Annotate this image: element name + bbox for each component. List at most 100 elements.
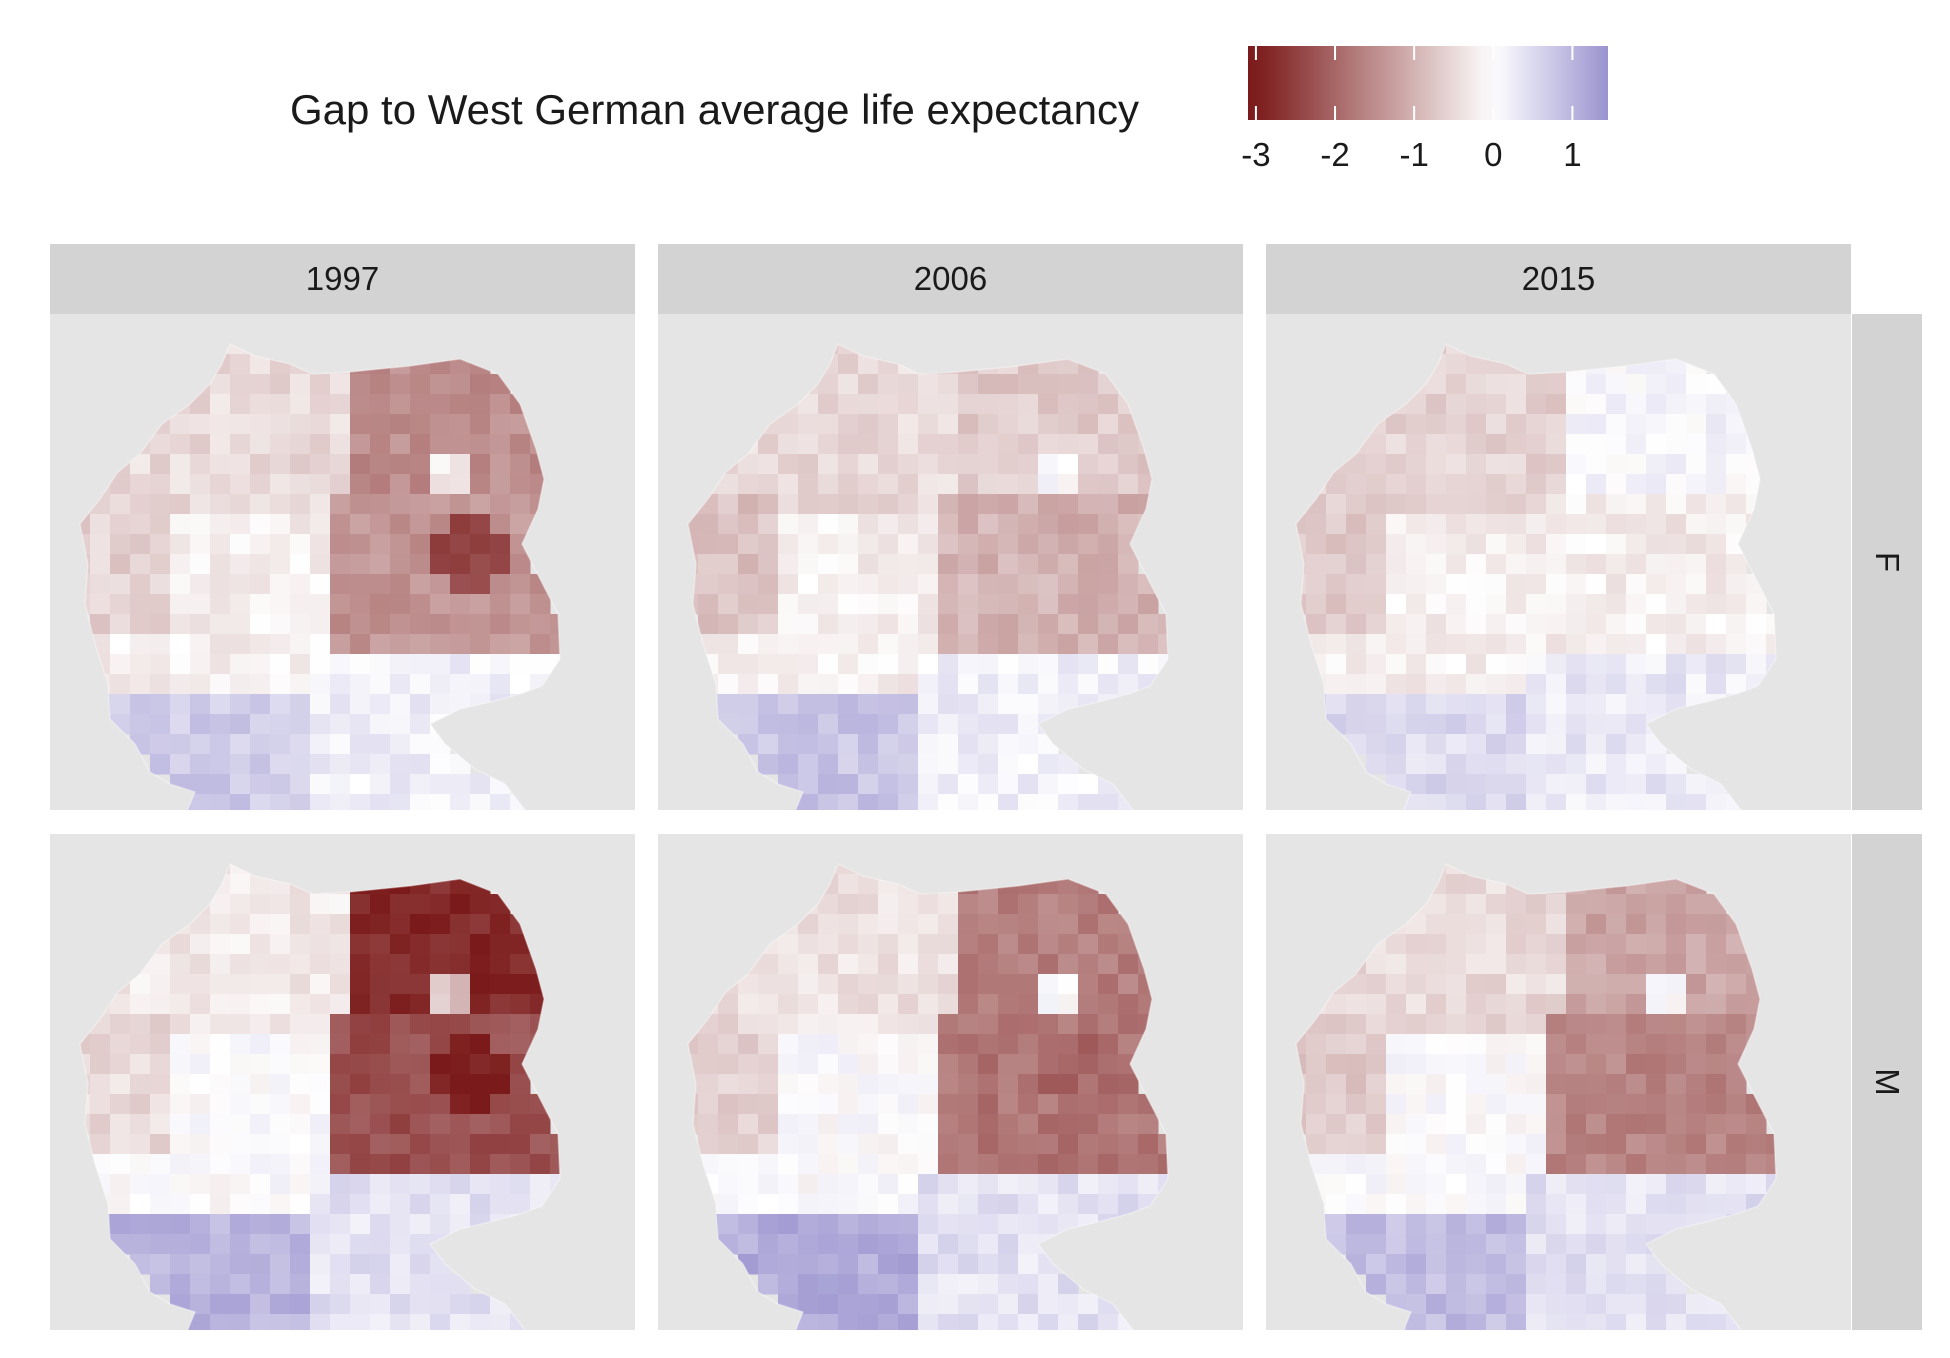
district-cell <box>1706 1014 1727 1035</box>
district-cell <box>1706 1094 1727 1115</box>
district-cell <box>1446 494 1467 515</box>
district-cell <box>230 1014 251 1035</box>
district-cell <box>310 894 331 915</box>
district-cell <box>290 1314 311 1330</box>
district-cell <box>738 654 759 675</box>
district-cell <box>918 1294 939 1315</box>
district-cell <box>150 434 171 455</box>
district-cell <box>818 1074 839 1095</box>
district-cell <box>998 674 1019 695</box>
district-cell <box>1426 574 1447 595</box>
district-cell <box>430 1174 451 1195</box>
district-cell <box>470 1294 491 1315</box>
district-cell <box>958 474 979 495</box>
district-cell <box>1326 1114 1347 1135</box>
district-cell <box>1138 574 1159 595</box>
district-cell <box>210 1294 231 1315</box>
district-cell <box>1386 1274 1407 1295</box>
district-cell <box>1038 694 1059 715</box>
district-cell <box>330 1054 351 1075</box>
district-cell <box>1506 654 1527 675</box>
district-cell <box>1646 1214 1667 1235</box>
district-cell <box>878 1074 899 1095</box>
district-cell <box>1426 974 1447 995</box>
district-cell <box>878 774 899 795</box>
district-cell <box>270 894 291 915</box>
district-cell <box>150 574 171 595</box>
district-cell <box>1446 344 1467 355</box>
district-cell <box>490 454 511 475</box>
district-cell <box>510 474 531 495</box>
district-cell <box>1726 1154 1747 1175</box>
district-cell <box>1038 1314 1059 1330</box>
district-cell <box>490 614 511 635</box>
district-cell <box>290 374 311 395</box>
district-cell <box>1386 714 1407 735</box>
district-cell <box>718 1214 739 1235</box>
district-cell <box>1526 1114 1547 1135</box>
district-cell <box>350 534 371 555</box>
district-cell <box>170 654 191 675</box>
district-cell <box>310 1294 331 1315</box>
district-cell <box>958 454 979 475</box>
district-cell <box>1546 414 1567 435</box>
district-cell <box>1386 674 1407 695</box>
district-cell <box>370 954 391 975</box>
district-cell <box>150 1134 171 1155</box>
district-cell <box>1018 1154 1039 1175</box>
district-cell <box>958 574 979 595</box>
district-cell <box>1706 1174 1727 1195</box>
district-cell <box>1058 414 1079 435</box>
district-cell <box>430 434 451 455</box>
district-cell <box>1626 594 1647 615</box>
district-cell <box>1386 614 1407 635</box>
district-cell <box>1326 1054 1347 1075</box>
district-cell <box>778 554 799 575</box>
district-cell <box>1726 954 1747 975</box>
district-cell <box>798 474 819 495</box>
district-cell <box>758 1034 779 1055</box>
district-cell <box>1746 574 1767 595</box>
district-cell <box>978 1054 999 1075</box>
district-cell <box>1018 754 1039 775</box>
district-cell <box>530 594 551 615</box>
legend-tick-label: -3 <box>1241 136 1270 173</box>
district-cell <box>718 654 739 675</box>
district-cell <box>1466 694 1487 715</box>
district-cell <box>1606 794 1627 810</box>
district-cell <box>210 1134 231 1155</box>
district-cell <box>1098 1114 1119 1135</box>
district-cell <box>958 734 979 755</box>
district-cell <box>350 594 371 615</box>
district-cell <box>390 594 411 615</box>
district-cell <box>1118 474 1139 495</box>
district-cell <box>818 1234 839 1255</box>
district-cell <box>1646 954 1667 975</box>
district-cell <box>270 634 291 655</box>
district-cell <box>1118 1014 1139 1035</box>
district-cell <box>330 1014 351 1035</box>
district-cell <box>90 1074 111 1095</box>
district-cell <box>1466 1254 1487 1275</box>
district-cell <box>738 1214 759 1235</box>
district-cell <box>798 794 819 810</box>
district-cell <box>1446 1314 1467 1330</box>
district-cell <box>1426 434 1447 455</box>
district-cell <box>1746 1134 1767 1155</box>
district-cell <box>898 1154 919 1175</box>
district-cell <box>1526 414 1547 435</box>
district-cell <box>270 1014 291 1035</box>
district-cell <box>510 414 531 435</box>
district-cell <box>738 674 759 695</box>
district-cell <box>758 1134 779 1155</box>
district-cell <box>1426 734 1447 755</box>
district-cell <box>490 434 511 455</box>
district-cell <box>1726 1094 1747 1115</box>
district-cell <box>958 414 979 435</box>
district-cell <box>998 1174 1019 1195</box>
district-cell <box>818 934 839 955</box>
district-cell <box>270 674 291 695</box>
district-cell <box>1606 934 1627 955</box>
district-cell <box>390 1014 411 1035</box>
district-cell <box>1646 354 1667 375</box>
